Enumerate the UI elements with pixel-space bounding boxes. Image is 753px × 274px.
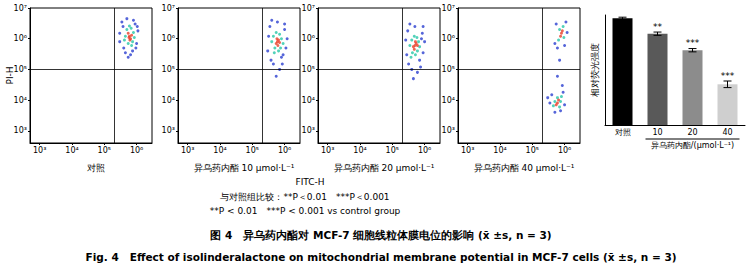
svg-text:10: 10: [652, 128, 662, 137]
svg-text:10³: 10³: [461, 146, 474, 155]
svg-text:10⁵: 10⁵: [526, 146, 539, 155]
svg-text:10⁶: 10⁶: [558, 146, 571, 155]
svg-text:10⁶: 10⁶: [418, 146, 431, 155]
svg-text:10⁴: 10⁴: [65, 146, 78, 155]
svg-text:10⁶: 10⁶: [442, 34, 455, 43]
svg-text:10³: 10³: [33, 146, 46, 155]
svg-text:10⁷: 10⁷: [14, 4, 27, 13]
svg-text:10³: 10³: [321, 146, 334, 155]
svg-text:相对荧光强度: 相对荧光强度: [590, 43, 600, 97]
svg-text:**: **: [653, 22, 663, 32]
svg-text:10⁴: 10⁴: [442, 96, 455, 105]
svg-text:对照: 对照: [87, 163, 105, 173]
svg-text:PI-H: PI-H: [5, 66, 15, 85]
svg-text:10³: 10³: [442, 126, 455, 135]
svg-text:10⁷: 10⁷: [302, 4, 315, 13]
svg-text:10⁷: 10⁷: [442, 4, 455, 13]
svg-text:对照: 对照: [615, 128, 631, 137]
svg-text:异乌药内酯 20 μmol·L⁻¹: 异乌药内酯 20 μmol·L⁻¹: [334, 163, 435, 173]
svg-text:10⁵: 10⁵: [98, 146, 111, 155]
svg-text:20: 20: [687, 128, 697, 137]
svg-text:***: ***: [721, 71, 735, 81]
svg-text:与对照组比较：**P＜0.01 ***P＜0.001: 与对照组比较：**P＜0.01 ***P＜0.001: [220, 192, 389, 202]
svg-text:10⁴: 10⁴: [14, 96, 27, 105]
svg-text:异乌药内酯 10 μmol·L⁻¹: 异乌药内酯 10 μmol·L⁻¹: [194, 163, 295, 173]
svg-text:10⁷: 10⁷: [162, 4, 175, 13]
svg-text:10³: 10³: [302, 126, 315, 135]
svg-text:40: 40: [722, 128, 732, 137]
svg-text:10⁵: 10⁵: [14, 65, 27, 74]
svg-text:10⁶: 10⁶: [162, 34, 175, 43]
svg-text:10³: 10³: [181, 146, 194, 155]
svg-text:10⁵: 10⁵: [442, 65, 455, 74]
svg-text:异乌药内酯 40 μmol·L⁻¹: 异乌药内酯 40 μmol·L⁻¹: [474, 163, 575, 173]
svg-text:10⁶: 10⁶: [302, 34, 315, 43]
svg-text:10⁵: 10⁵: [386, 146, 399, 155]
svg-text:Fig. 4 Effect of isolinderalac: Fig. 4 Effect of isolinderalactone on mi…: [86, 251, 677, 263]
svg-text:10⁶: 10⁶: [278, 146, 291, 155]
svg-text:10⁴: 10⁴: [493, 146, 506, 155]
svg-text:10⁴: 10⁴: [353, 146, 366, 155]
svg-text:图 4 异乌药内酯对 MCF-7 细胞线粒体膜电位的影响 (: 图 4 异乌药内酯对 MCF-7 细胞线粒体膜电位的影响 (x̄ ±s, n =…: [210, 229, 551, 241]
svg-text:10³: 10³: [14, 126, 27, 135]
svg-text:10³: 10³: [162, 126, 175, 135]
svg-text:异乌药内酯/(μmol·L⁻¹): 异乌药内酯/(μmol·L⁻¹): [651, 141, 734, 150]
svg-text:10⁵: 10⁵: [302, 65, 315, 74]
svg-text:**P < 0.01 ***P < 0.001 vs con: **P < 0.01 ***P < 0.001 vs control group: [210, 206, 401, 216]
svg-text:10⁴: 10⁴: [302, 96, 315, 105]
svg-text:10⁴: 10⁴: [213, 146, 226, 155]
svg-text:***: ***: [686, 38, 700, 48]
svg-text:10⁵: 10⁵: [246, 146, 259, 155]
svg-text:10⁴: 10⁴: [162, 96, 175, 105]
svg-text:10⁵: 10⁵: [162, 65, 175, 74]
svg-text:FITC-H: FITC-H: [295, 177, 324, 187]
svg-text:10⁶: 10⁶: [130, 146, 143, 155]
svg-text:10⁶: 10⁶: [14, 34, 27, 43]
